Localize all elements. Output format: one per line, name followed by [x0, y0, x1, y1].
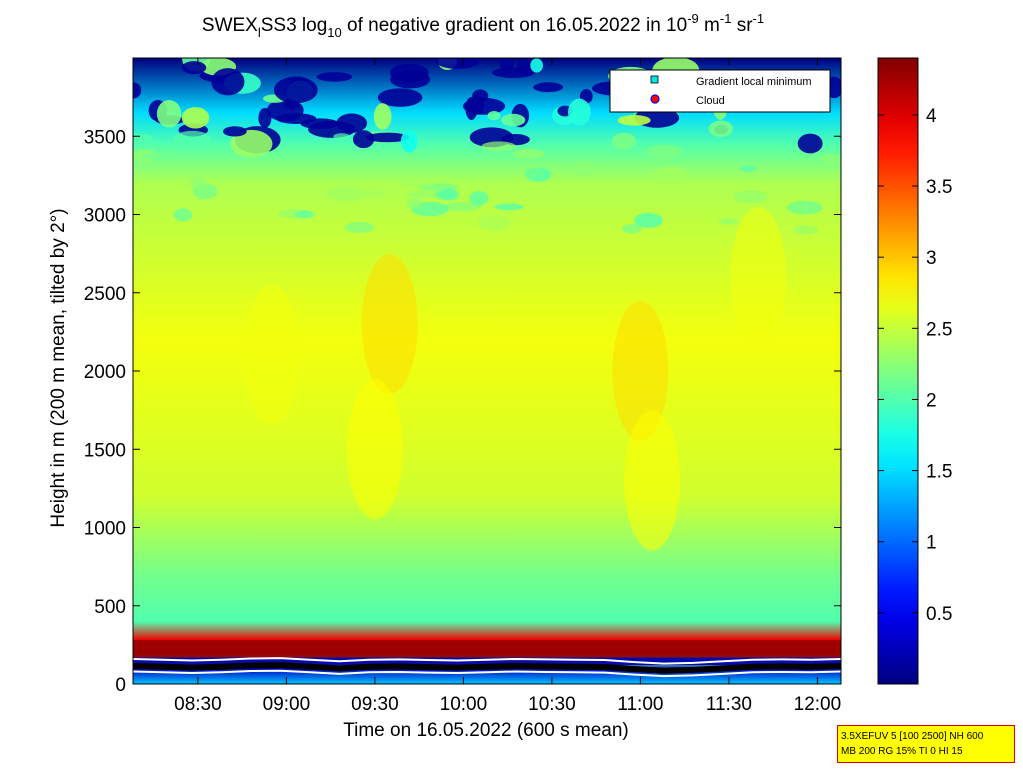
- y-axis-label: Height in m (200 m mean, tilted by 2°): [48, 208, 69, 527]
- legend-marker-cloud: [650, 94, 660, 104]
- y-axis: 0 500 1000 1500 2000 2500 3000 3500: [84, 127, 841, 696]
- boundary-layer-markers: [133, 657, 841, 678]
- legend: Gradient local minimum Cloud: [609, 69, 831, 113]
- colorbar-ticks: 0.5 1 1.5 2 2.5 3 3.5 4: [878, 106, 952, 625]
- colorbar-tick-label: 3: [926, 248, 937, 269]
- colorbar: 0.5 1 1.5 2 2.5 3 3.5 4: [877, 57, 952, 685]
- y-tick-label: 2000: [84, 362, 126, 383]
- colorbar-tick-label: 1: [926, 533, 937, 554]
- x-axis: 08:30 09:00 09:30 10:00 10:30 11:00 11:30 12:00: [174, 58, 841, 715]
- x-tick-label: 09:30: [351, 694, 399, 715]
- y-tick-label: 3500: [84, 127, 126, 148]
- y-tick-label: 2500: [84, 284, 126, 305]
- colorbar-tick-label: 3.5: [926, 177, 952, 198]
- colorbar-tick-label: 1.5: [926, 462, 952, 483]
- x-tick-label: 11:30: [706, 694, 752, 715]
- x-tick-label: 11:00: [617, 694, 663, 715]
- info-box: 3.5XEFUV 5 [100 2500] NH 600 MB 200 RG 1…: [837, 725, 1015, 763]
- heatmap-area: [132, 57, 842, 685]
- info-line-2: MB 200 RG 15% TI 0 HI 15: [841, 746, 963, 757]
- x-tick-label: 08:30: [174, 694, 222, 715]
- x-tick-label: 12:00: [794, 694, 842, 715]
- legend-label-gradient-minimum: Gradient local minimum: [696, 76, 812, 88]
- legend-marker-gradient-minimum: [650, 75, 659, 84]
- y-tick-label: 500: [94, 597, 126, 618]
- colorbar-tick-label: 4: [926, 106, 937, 127]
- y-tick-label: 1000: [84, 519, 126, 540]
- colorbar-tick-label: 0.5: [926, 604, 952, 625]
- x-axis-label: Time on 16.05.2022 (600 s mean): [343, 720, 629, 741]
- chart-title: SWEXlSS3 log10 of negative gradient on 1…: [202, 11, 764, 40]
- heatmap-structures: [133, 58, 841, 666]
- y-tick-label: 1500: [84, 440, 126, 461]
- x-tick-label: 10:00: [440, 694, 488, 715]
- colorbar-tick-label: 2.5: [926, 319, 952, 340]
- x-tick-label: 10:30: [528, 694, 576, 715]
- colorbar-tick-label: 2: [926, 390, 937, 411]
- legend-label-cloud: Cloud: [696, 95, 725, 107]
- y-tick-label: 3000: [84, 206, 126, 227]
- info-line-1: 3.5XEFUV 5 [100 2500] NH 600: [841, 731, 984, 742]
- colorbar-ramp: [877, 57, 919, 685]
- x-tick-label: 09:00: [263, 694, 311, 715]
- legend-box: [609, 69, 831, 113]
- y-tick-label: 0: [115, 675, 126, 696]
